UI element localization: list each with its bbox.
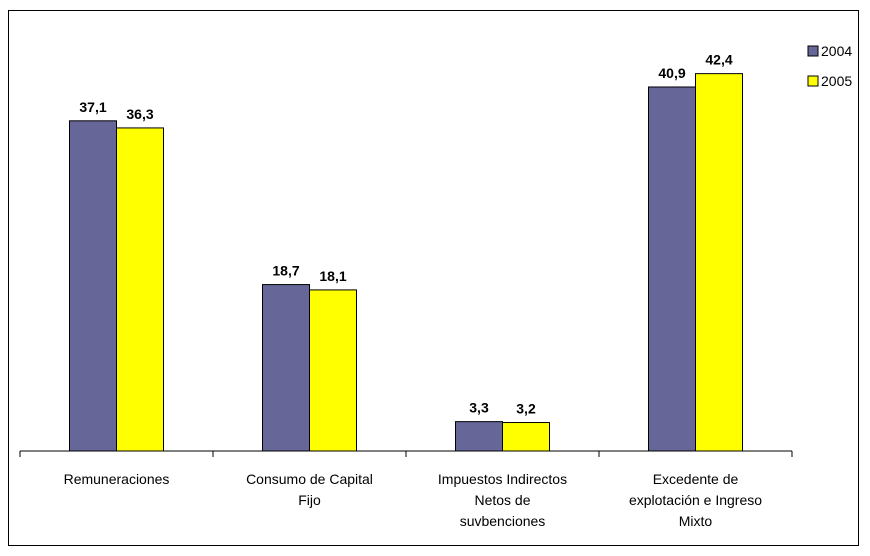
value-label-2004-3: 40,9: [658, 65, 685, 81]
bar-2004-3: [648, 86, 696, 452]
bar-2005-0: [116, 127, 164, 452]
category-label-1: Consumo de Capital Fijo: [246, 471, 373, 508]
bars-layer: [69, 73, 743, 452]
bar-2005-3: [695, 73, 743, 452]
bar-2004-1: [262, 284, 310, 452]
legend-swatch-2005: [807, 75, 819, 87]
value-label-2004-1: 18,7: [272, 263, 299, 279]
category-label-0: Remuneraciones: [64, 471, 170, 487]
value-label-2004-0: 37,1: [79, 99, 106, 115]
x-axis: [19, 450, 793, 457]
legend-label-2005: 2005: [821, 73, 852, 89]
value-labels: 37,1 36,3 18,7 18,1 3,3 3,2 40,9 42,4: [79, 52, 732, 417]
value-label-2005-0: 36,3: [126, 106, 153, 122]
legend-swatch-2004: [807, 45, 819, 57]
bar-2004-2: [455, 421, 503, 452]
bar-2005-2: [502, 422, 550, 452]
bar-2004-0: [69, 120, 117, 452]
value-label-2005-2: 3,2: [516, 401, 536, 417]
value-label-2005-1: 18,1: [319, 268, 346, 284]
legend-label-2004: 2004: [821, 43, 852, 59]
category-label-2: Impuestos Indirectos Netos de suvbenciones: [438, 471, 567, 529]
value-label-2005-3: 42,4: [705, 52, 732, 68]
legend: 2004 2005: [807, 43, 852, 89]
category-labels: Remuneraciones Consumo de Capital Fijo Impu…: [64, 471, 763, 529]
category-label-3: Excedente de explotación e Ingreso Mixto: [629, 471, 762, 529]
bar-2005-1: [309, 289, 357, 452]
value-label-2004-2: 3,3: [469, 400, 489, 416]
